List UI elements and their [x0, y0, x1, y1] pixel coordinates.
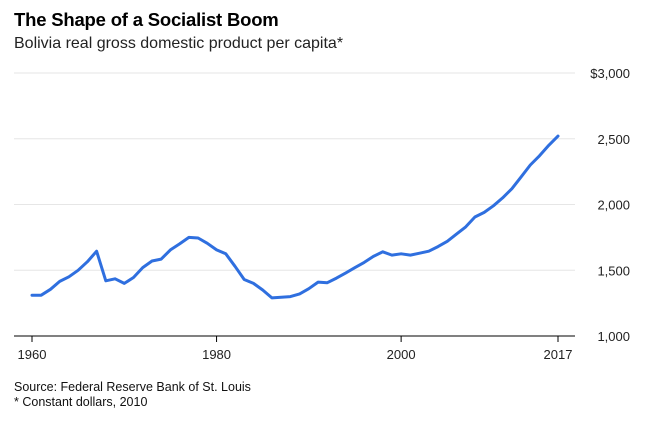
- x-tick-labels: 1960 1980 2000 2017: [18, 347, 573, 362]
- x-tick-label: 2017: [544, 347, 573, 362]
- x-tick-label: 2000: [387, 347, 416, 362]
- y-tick-labels: $3,000 2,500 2,000 1,500 1,000: [590, 66, 630, 344]
- x-tick-label: 1960: [18, 347, 47, 362]
- series-layer: [30, 134, 560, 300]
- y-tick-label: 2,000: [597, 198, 630, 213]
- grid-lines: [14, 72, 575, 271]
- y-tick-label: 1,500: [597, 263, 630, 278]
- y-tick-label: 2,500: [597, 132, 630, 147]
- units-footnote: * Constant dollars, 2010: [14, 395, 148, 409]
- line-chart: 1960 1980 2000 2017 $3,000 2,500 2,000 1,500 1,…: [14, 66, 630, 362]
- chart-subtitle: Bolivia real gross domestic product per …: [14, 35, 344, 52]
- chart-footer: Source: Federal Reserve Bank of St. Loui…: [14, 380, 251, 410]
- y-tick-label: $3,000: [590, 66, 630, 81]
- series-line-gdp-per-capita: [30, 134, 560, 300]
- source-note: Source: Federal Reserve Bank of St. Loui…: [14, 380, 251, 394]
- chart-title: The Shape of a Socialist Boom: [14, 9, 279, 30]
- y-tick-label: 1,000: [597, 329, 630, 344]
- x-axis: [14, 335, 575, 342]
- x-tick-label: 1980: [202, 347, 231, 362]
